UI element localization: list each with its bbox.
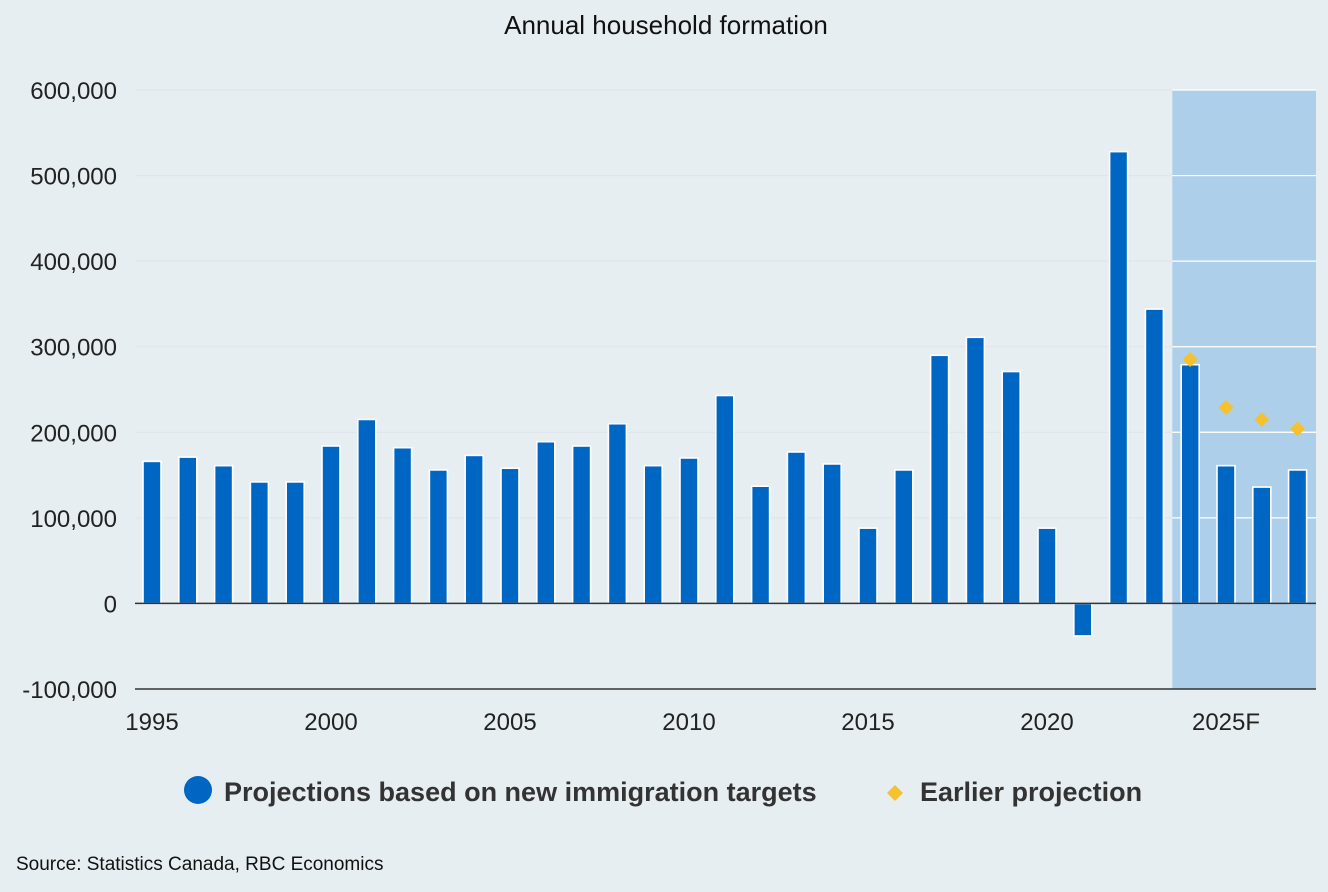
- bar-2025F: [1216, 464, 1236, 605]
- bar-2019: [1001, 370, 1022, 605]
- y-tick-label: 200,000: [30, 420, 117, 447]
- bar-1996: [178, 456, 198, 605]
- bar-2000: [321, 445, 341, 605]
- bar-1998: [249, 481, 270, 605]
- legend-label-projections: Projections based on new immigration tar…: [224, 777, 817, 807]
- bar-2008: [607, 422, 628, 605]
- marker-2024F: [1182, 352, 1198, 368]
- bar-2003: [428, 469, 449, 605]
- y-tick-label: -100,000: [22, 677, 117, 704]
- bar-2024F: [1180, 363, 1200, 605]
- legend: Projections based on new immigration tar…: [184, 776, 1142, 807]
- bar-2026F: [1252, 486, 1272, 605]
- x-tick-label: 2010: [662, 709, 715, 736]
- x-tick-label: 2000: [304, 709, 357, 736]
- x-tick-label: 1995: [125, 709, 178, 736]
- y-tick-label: 0: [104, 591, 117, 618]
- bar-2004: [464, 454, 485, 605]
- bar-2001: [356, 418, 377, 605]
- bar-2018: [965, 336, 986, 605]
- bar-2015: [858, 527, 878, 605]
- chart-title: Annual household formation: [504, 10, 828, 40]
- legend-label-earlier: Earlier projection: [920, 777, 1142, 807]
- bar-1997: [213, 464, 234, 605]
- y-tick-label: 500,000: [30, 164, 117, 191]
- y-tick-label: 400,000: [30, 249, 117, 276]
- bar-2005: [500, 467, 520, 605]
- bar-2002: [392, 446, 413, 605]
- y-tick-label: 600,000: [30, 78, 117, 105]
- bar-2023: [1144, 308, 1165, 605]
- marker-2027F: [1290, 421, 1306, 437]
- bar-2009: [643, 464, 664, 605]
- bar-1995: [142, 460, 162, 605]
- bar-2012: [750, 485, 771, 605]
- marker-2025F: [1218, 399, 1234, 415]
- bar-2016: [893, 469, 914, 605]
- bar-2014: [822, 463, 843, 605]
- x-tick-label: 2015: [841, 709, 894, 736]
- legend-bar-swatch: [184, 776, 212, 804]
- bar-1999: [285, 481, 306, 605]
- bar-2017: [929, 354, 950, 605]
- x-tick-label: 2005: [483, 709, 536, 736]
- x-tick-label: 2020: [1020, 709, 1073, 736]
- bar-2027F: [1287, 469, 1308, 605]
- legend-diamond-swatch: [887, 785, 903, 801]
- bar-2013: [786, 451, 807, 605]
- bar-2021: [1073, 602, 1093, 637]
- bar-2011: [714, 394, 735, 605]
- y-tick-label: 300,000: [30, 335, 117, 362]
- marker-2026F: [1254, 411, 1270, 427]
- y-tick-label: 100,000: [30, 506, 117, 533]
- source-note: Source: Statistics Canada, RBC Economics: [16, 854, 384, 875]
- bar-2020: [1037, 527, 1057, 605]
- bar-2006: [535, 440, 556, 605]
- bar-2007: [571, 445, 592, 605]
- x-tick-label: 2025F: [1192, 709, 1260, 736]
- bar-2010: [679, 457, 699, 605]
- bar-2022: [1108, 150, 1129, 605]
